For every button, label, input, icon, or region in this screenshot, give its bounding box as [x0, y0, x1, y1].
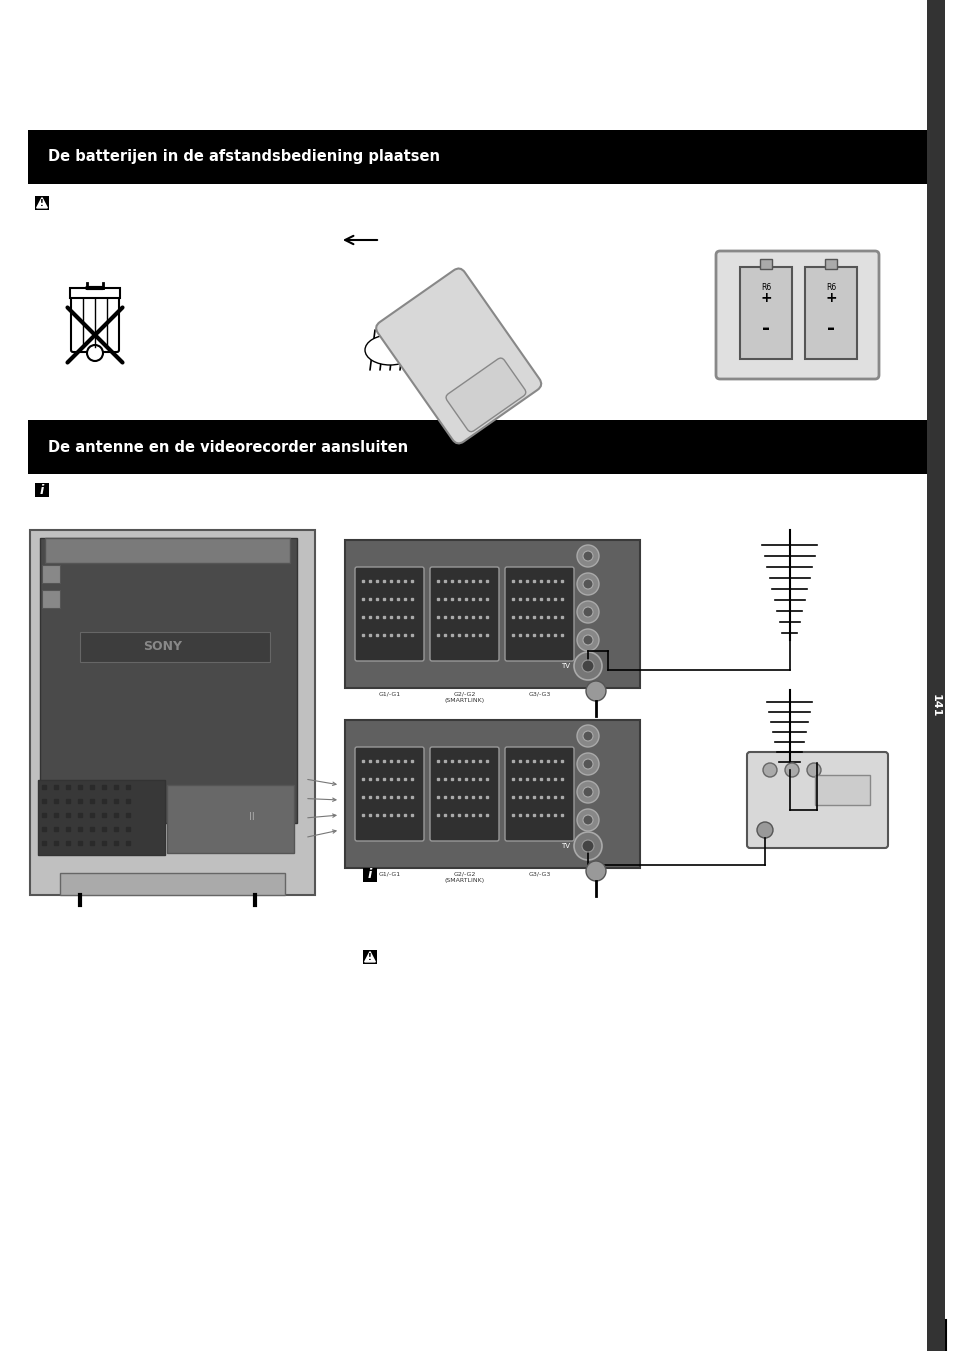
Circle shape [762, 763, 776, 777]
Circle shape [806, 763, 821, 777]
Circle shape [577, 573, 598, 594]
Bar [28, 420, 926, 474]
Text: De batterijen in de afstandsbediening plaatsen: De batterijen in de afstandsbediening pl… [48, 150, 439, 165]
Circle shape [582, 759, 593, 769]
Text: !: ! [40, 199, 44, 208]
Bar [926, 0, 944, 1351]
FancyBboxPatch shape [504, 747, 574, 842]
Circle shape [582, 788, 593, 797]
Circle shape [582, 580, 593, 589]
Text: G2/-G2
(SMARTLINK): G2/-G2 (SMARTLINK) [444, 692, 484, 703]
Text: II: II [249, 812, 254, 821]
FancyBboxPatch shape [716, 251, 878, 380]
Text: i: i [40, 484, 44, 497]
Text: G2/-G2
(SMARTLINK): G2/-G2 (SMARTLINK) [444, 871, 484, 882]
Text: -: - [826, 319, 834, 338]
Bar [40, 538, 296, 823]
Circle shape [574, 832, 601, 861]
Circle shape [87, 345, 103, 361]
Bar [42, 590, 60, 608]
Circle shape [582, 731, 593, 740]
FancyBboxPatch shape [504, 567, 574, 661]
Circle shape [577, 781, 598, 802]
Ellipse shape [365, 335, 415, 365]
Bar [760, 259, 771, 269]
Polygon shape [364, 951, 375, 962]
Text: TV: TV [561, 843, 570, 848]
Text: !: ! [368, 954, 372, 962]
Text: G1/-G1: G1/-G1 [378, 871, 400, 877]
Text: SONY: SONY [143, 640, 182, 654]
Circle shape [581, 661, 594, 671]
Text: G3/-G3: G3/-G3 [528, 692, 551, 697]
Bar [824, 259, 836, 269]
Text: R6: R6 [760, 282, 770, 292]
Bar [38, 780, 165, 855]
Text: +: + [824, 290, 836, 305]
Circle shape [581, 840, 594, 852]
Text: TV: TV [561, 663, 570, 669]
Text: +: + [760, 290, 771, 305]
Bar [804, 267, 856, 359]
FancyBboxPatch shape [71, 293, 119, 353]
Bar [363, 950, 376, 965]
Circle shape [582, 607, 593, 617]
Text: 141: 141 [930, 694, 940, 717]
FancyBboxPatch shape [430, 567, 498, 661]
FancyBboxPatch shape [375, 269, 540, 443]
Bar [80, 632, 270, 662]
Circle shape [585, 681, 605, 701]
Circle shape [577, 544, 598, 567]
Circle shape [585, 861, 605, 881]
Bar [345, 720, 639, 867]
Circle shape [577, 630, 598, 651]
Circle shape [757, 821, 772, 838]
Circle shape [582, 635, 593, 644]
Bar [35, 484, 49, 497]
Text: i: i [368, 869, 372, 881]
Circle shape [577, 809, 598, 831]
Bar [30, 530, 314, 894]
Bar [363, 867, 376, 882]
Text: R6: R6 [825, 282, 835, 292]
Circle shape [577, 725, 598, 747]
Bar [35, 196, 49, 209]
Circle shape [577, 601, 598, 623]
Circle shape [577, 753, 598, 775]
Bar [167, 785, 294, 852]
Circle shape [784, 763, 799, 777]
Bar [814, 775, 869, 805]
Bar [740, 267, 791, 359]
Text: G1/-G1: G1/-G1 [378, 692, 400, 697]
FancyBboxPatch shape [446, 358, 525, 432]
Circle shape [574, 653, 601, 680]
FancyBboxPatch shape [430, 747, 498, 842]
Text: De antenne en de videorecorder aansluiten: De antenne en de videorecorder aansluite… [48, 439, 408, 454]
Bar [45, 538, 290, 563]
Bar [70, 288, 120, 299]
FancyBboxPatch shape [746, 753, 887, 848]
Bar [345, 540, 639, 688]
FancyBboxPatch shape [355, 747, 423, 842]
Circle shape [582, 551, 593, 561]
Text: -: - [761, 319, 769, 338]
FancyBboxPatch shape [355, 567, 423, 661]
Bar [60, 873, 285, 894]
Bar [28, 130, 926, 184]
Circle shape [582, 815, 593, 825]
Bar [42, 565, 60, 584]
Text: G3/-G3: G3/-G3 [528, 871, 551, 877]
Polygon shape [36, 197, 48, 208]
